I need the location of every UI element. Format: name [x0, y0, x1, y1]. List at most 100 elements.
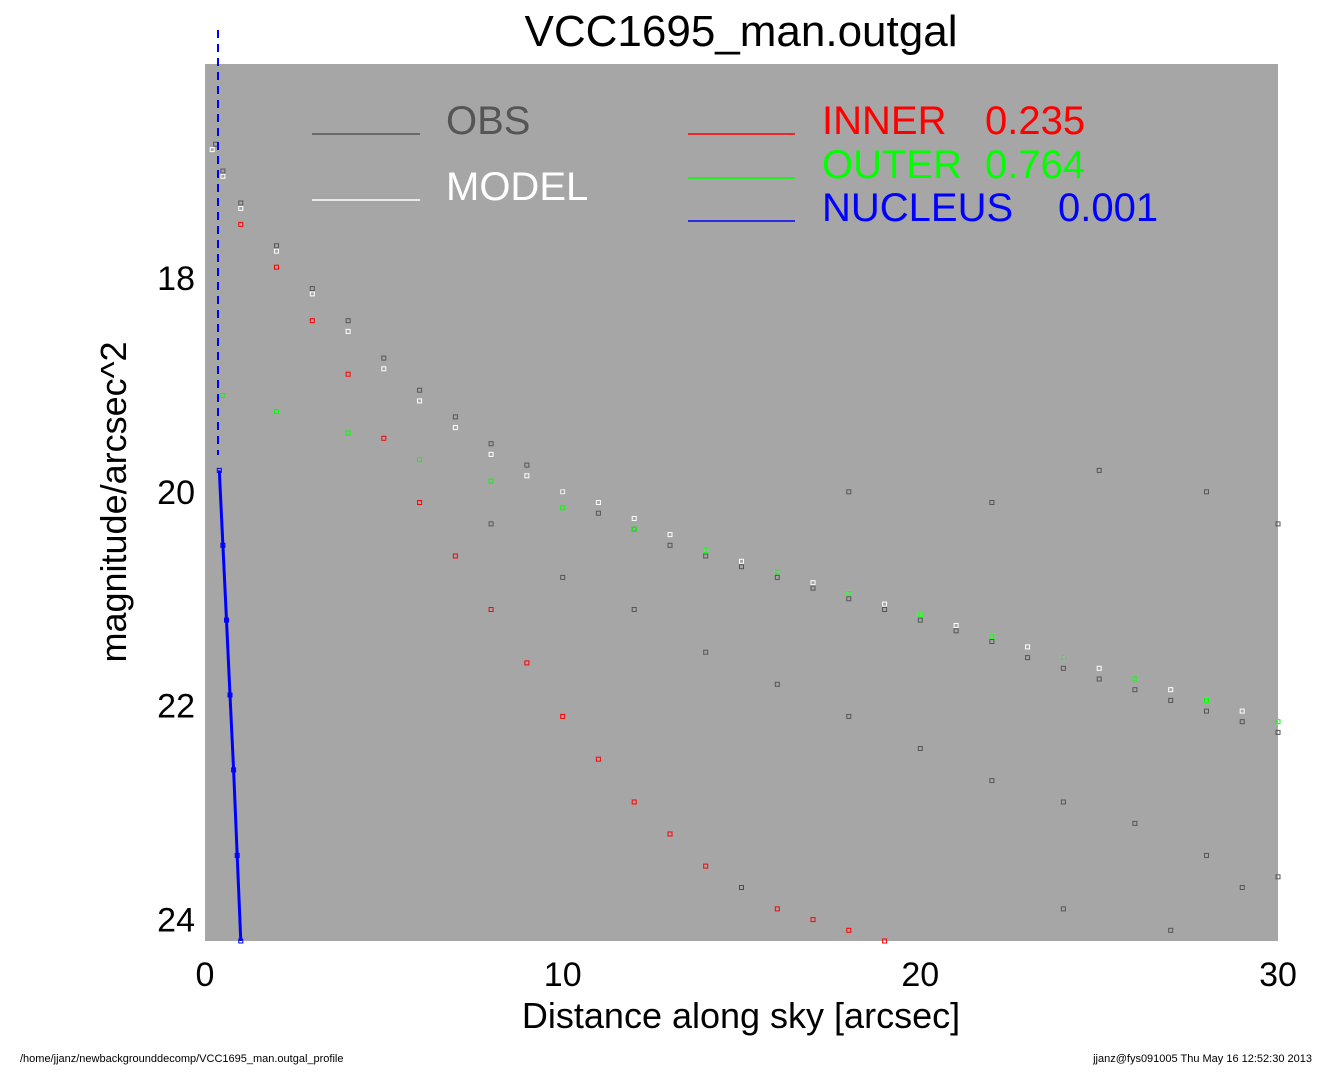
point-model: [238, 205, 244, 211]
point-obs: [381, 355, 387, 361]
point-obs: [1239, 719, 1245, 725]
point-model: [631, 516, 637, 521]
legend-value-nucleus: 0.001: [1058, 186, 1158, 230]
x-tick-label: 30: [1259, 956, 1297, 994]
point-obs: [810, 585, 816, 591]
point-obs: [274, 243, 279, 249]
series-line-nucleus: [217, 470, 243, 942]
point-obs: [1204, 489, 1209, 495]
point-obs: [739, 564, 744, 570]
point-model: [309, 291, 315, 297]
point-outer: [1275, 719, 1281, 725]
point-obs: [488, 521, 494, 527]
point-obs: [917, 617, 923, 623]
point-obs: [846, 596, 852, 602]
point-obs: [1096, 676, 1102, 682]
point-obs: [1060, 799, 1066, 805]
legend-label-outer: OUTER: [822, 143, 962, 187]
point-obs: [1132, 687, 1138, 693]
point-obs: [953, 628, 959, 634]
point-obs: [1025, 655, 1031, 661]
point-outer: [274, 409, 279, 415]
y-axis-label: magnitude/arcsec^2: [93, 341, 134, 662]
point-model: [220, 173, 226, 179]
series-lines: [217, 470, 243, 942]
point-model: [417, 398, 423, 404]
legend-value-inner: 0.235: [985, 99, 1085, 143]
point-obs: [1204, 708, 1209, 714]
point-obs: [1275, 729, 1281, 735]
point-obs: [774, 681, 780, 687]
point-obs: [1096, 467, 1102, 473]
point-obs: [703, 553, 709, 559]
point-obs: [1239, 885, 1245, 890]
point-model: [810, 580, 816, 586]
point-model: [1168, 687, 1174, 693]
footer-file-path: /home/jjanz/newbackgrounddecomp/VCC1695_…: [20, 1053, 344, 1065]
point-obs: [1132, 820, 1138, 826]
x-tick-label: 20: [901, 956, 939, 994]
point-outer: [1060, 655, 1066, 661]
point-inner: [488, 607, 494, 612]
y-tick-label: 18: [157, 260, 195, 298]
point-outer: [703, 548, 709, 554]
point-inner: [417, 500, 423, 505]
point-inner: [524, 660, 530, 666]
point-model: [1239, 708, 1245, 714]
point-obs: [488, 441, 494, 447]
legend-label-inner: INNER: [822, 99, 946, 143]
point-obs: [524, 462, 530, 468]
point-model: [524, 473, 530, 479]
footer-timestamp: jjanz@fys091005 Thu May 16 12:52:30 2013: [1093, 1053, 1312, 1065]
y-tick-label: 22: [157, 688, 195, 726]
point-inner: [667, 831, 673, 837]
point-outer: [1204, 697, 1209, 703]
point-obs: [631, 607, 637, 612]
point-outer: [220, 393, 226, 398]
point-obs: [989, 778, 995, 784]
point-outer: [917, 612, 923, 618]
point-inner: [345, 371, 351, 377]
point-obs: [220, 168, 226, 174]
y-tick-label: 20: [157, 474, 195, 512]
point-obs: [1168, 697, 1174, 703]
point-model: [274, 248, 279, 254]
point-outer: [560, 505, 566, 511]
point-model: [381, 366, 387, 372]
point-model: [1096, 665, 1102, 671]
legend-value-outer: 0.764: [985, 143, 1085, 187]
point-obs: [703, 649, 709, 655]
point-inner: [274, 264, 279, 270]
point-obs: [1060, 665, 1066, 671]
y-tick-label: 24: [157, 902, 195, 940]
point-obs: [667, 542, 673, 548]
point-obs: [846, 713, 852, 719]
plot-area: [205, 64, 1278, 941]
point-outer: [774, 569, 780, 575]
point-outer: [488, 478, 494, 484]
point-obs: [774, 574, 780, 580]
point-obs: [309, 286, 315, 292]
x-tick-label: 10: [544, 956, 582, 994]
point-obs: [989, 639, 995, 644]
point-model: [882, 601, 888, 607]
point-obs: [1275, 521, 1281, 527]
point-model: [452, 425, 458, 431]
point-obs: [846, 489, 852, 495]
point-obs: [882, 607, 888, 612]
point-inner: [381, 435, 387, 441]
point-inner: [631, 799, 637, 805]
legend-label-obs: OBS: [446, 99, 530, 143]
point-obs: [989, 500, 995, 505]
chart-title: VCC1695_man.outgal: [525, 7, 958, 56]
point-model: [209, 147, 215, 153]
y-axis-ticks: 18 20 22 24: [157, 260, 195, 940]
point-inner: [703, 863, 709, 869]
point-inner: [774, 906, 780, 912]
point-model: [1025, 644, 1031, 650]
point-model: [560, 489, 566, 495]
point-obs: [1204, 852, 1209, 858]
point-inner: [810, 917, 816, 923]
